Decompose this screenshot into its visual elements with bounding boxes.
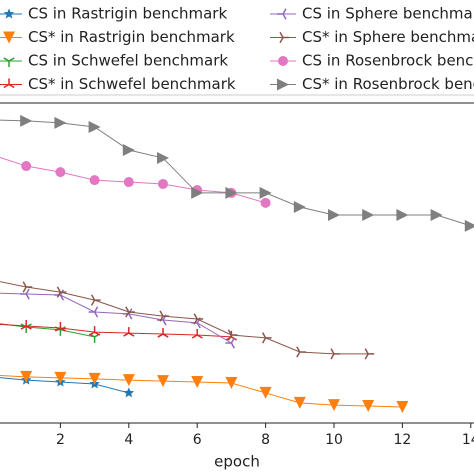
marker (225, 377, 238, 389)
legend-label: CS* in Schwefel benchmark (28, 75, 236, 93)
marker (20, 114, 33, 127)
marker (464, 219, 474, 232)
marker (225, 186, 238, 199)
legend-marker (277, 78, 289, 91)
marker (191, 186, 204, 199)
marker (225, 337, 236, 349)
legend-label: CS in Rosenbrock benchmark (302, 52, 474, 70)
marker (55, 167, 66, 178)
legend-label: CS* in Sphere benchmark (302, 28, 474, 46)
marker (89, 333, 101, 343)
legend-marker (3, 78, 15, 89)
marker (88, 121, 101, 133)
series-line (0, 281, 369, 355)
marker (191, 329, 203, 339)
marker (396, 209, 409, 221)
marker (330, 348, 340, 360)
marker (54, 321, 66, 332)
marker (123, 327, 135, 337)
marker (328, 209, 340, 221)
legend-label: CS* in Rosenbrock benchmark (302, 75, 474, 93)
marker (159, 310, 169, 322)
marker (362, 209, 375, 221)
marker (122, 374, 135, 387)
marker (430, 209, 443, 221)
marker (122, 144, 135, 157)
marker (364, 348, 375, 360)
marker (193, 313, 204, 325)
x-tick-label: 2 (56, 432, 65, 448)
x-tick-label: 10 (325, 432, 343, 448)
x-tick-label: 12 (393, 432, 411, 448)
marker (54, 116, 67, 129)
legend-marker (3, 8, 15, 19)
marker (261, 332, 272, 344)
marker (157, 375, 169, 388)
marker (54, 371, 67, 384)
marker (20, 288, 30, 300)
marker (90, 294, 101, 306)
marker (20, 320, 32, 330)
x-tick-label: 14 (462, 432, 474, 448)
marker (191, 376, 204, 389)
series-line (0, 119, 471, 227)
marker (328, 399, 340, 412)
legend-label: CS in Sphere benchmark (302, 5, 474, 23)
marker (227, 329, 238, 341)
marker (123, 387, 135, 398)
marker (259, 386, 272, 399)
marker (293, 396, 306, 409)
x-tick-label: 4 (124, 432, 133, 448)
x-tick-label: 6 (193, 432, 202, 448)
marker (293, 201, 306, 213)
legend-box (0, 0, 474, 96)
marker (21, 161, 32, 172)
marker (296, 346, 306, 358)
legend-marker (277, 8, 287, 20)
legend-marker (279, 31, 289, 44)
legend-label: CS in Rastrigin benchmark (28, 5, 227, 23)
marker (123, 177, 134, 188)
legend-marker (3, 31, 15, 44)
marker (259, 186, 272, 199)
series-line (0, 323, 232, 338)
marker (88, 306, 99, 318)
marker (125, 306, 135, 318)
marker (396, 401, 409, 413)
legend-label: CS* in Rastrigin benchmark (28, 28, 235, 46)
legend-label: CS in Schwefel benchmark (28, 52, 228, 70)
x-tick-label: 8 (261, 432, 270, 448)
marker (158, 178, 168, 189)
marker (362, 400, 375, 413)
plot-frame (0, 102, 474, 424)
legend-marker (278, 56, 288, 66)
marker (20, 370, 33, 383)
marker (260, 197, 271, 208)
marker (157, 328, 169, 338)
marker (88, 372, 101, 385)
marker (56, 286, 67, 298)
legend-marker (3, 57, 15, 67)
marker (22, 281, 33, 293)
x-axis-label: epoch (214, 453, 260, 471)
marker (89, 175, 100, 186)
marker (89, 326, 101, 336)
marker (157, 152, 169, 165)
